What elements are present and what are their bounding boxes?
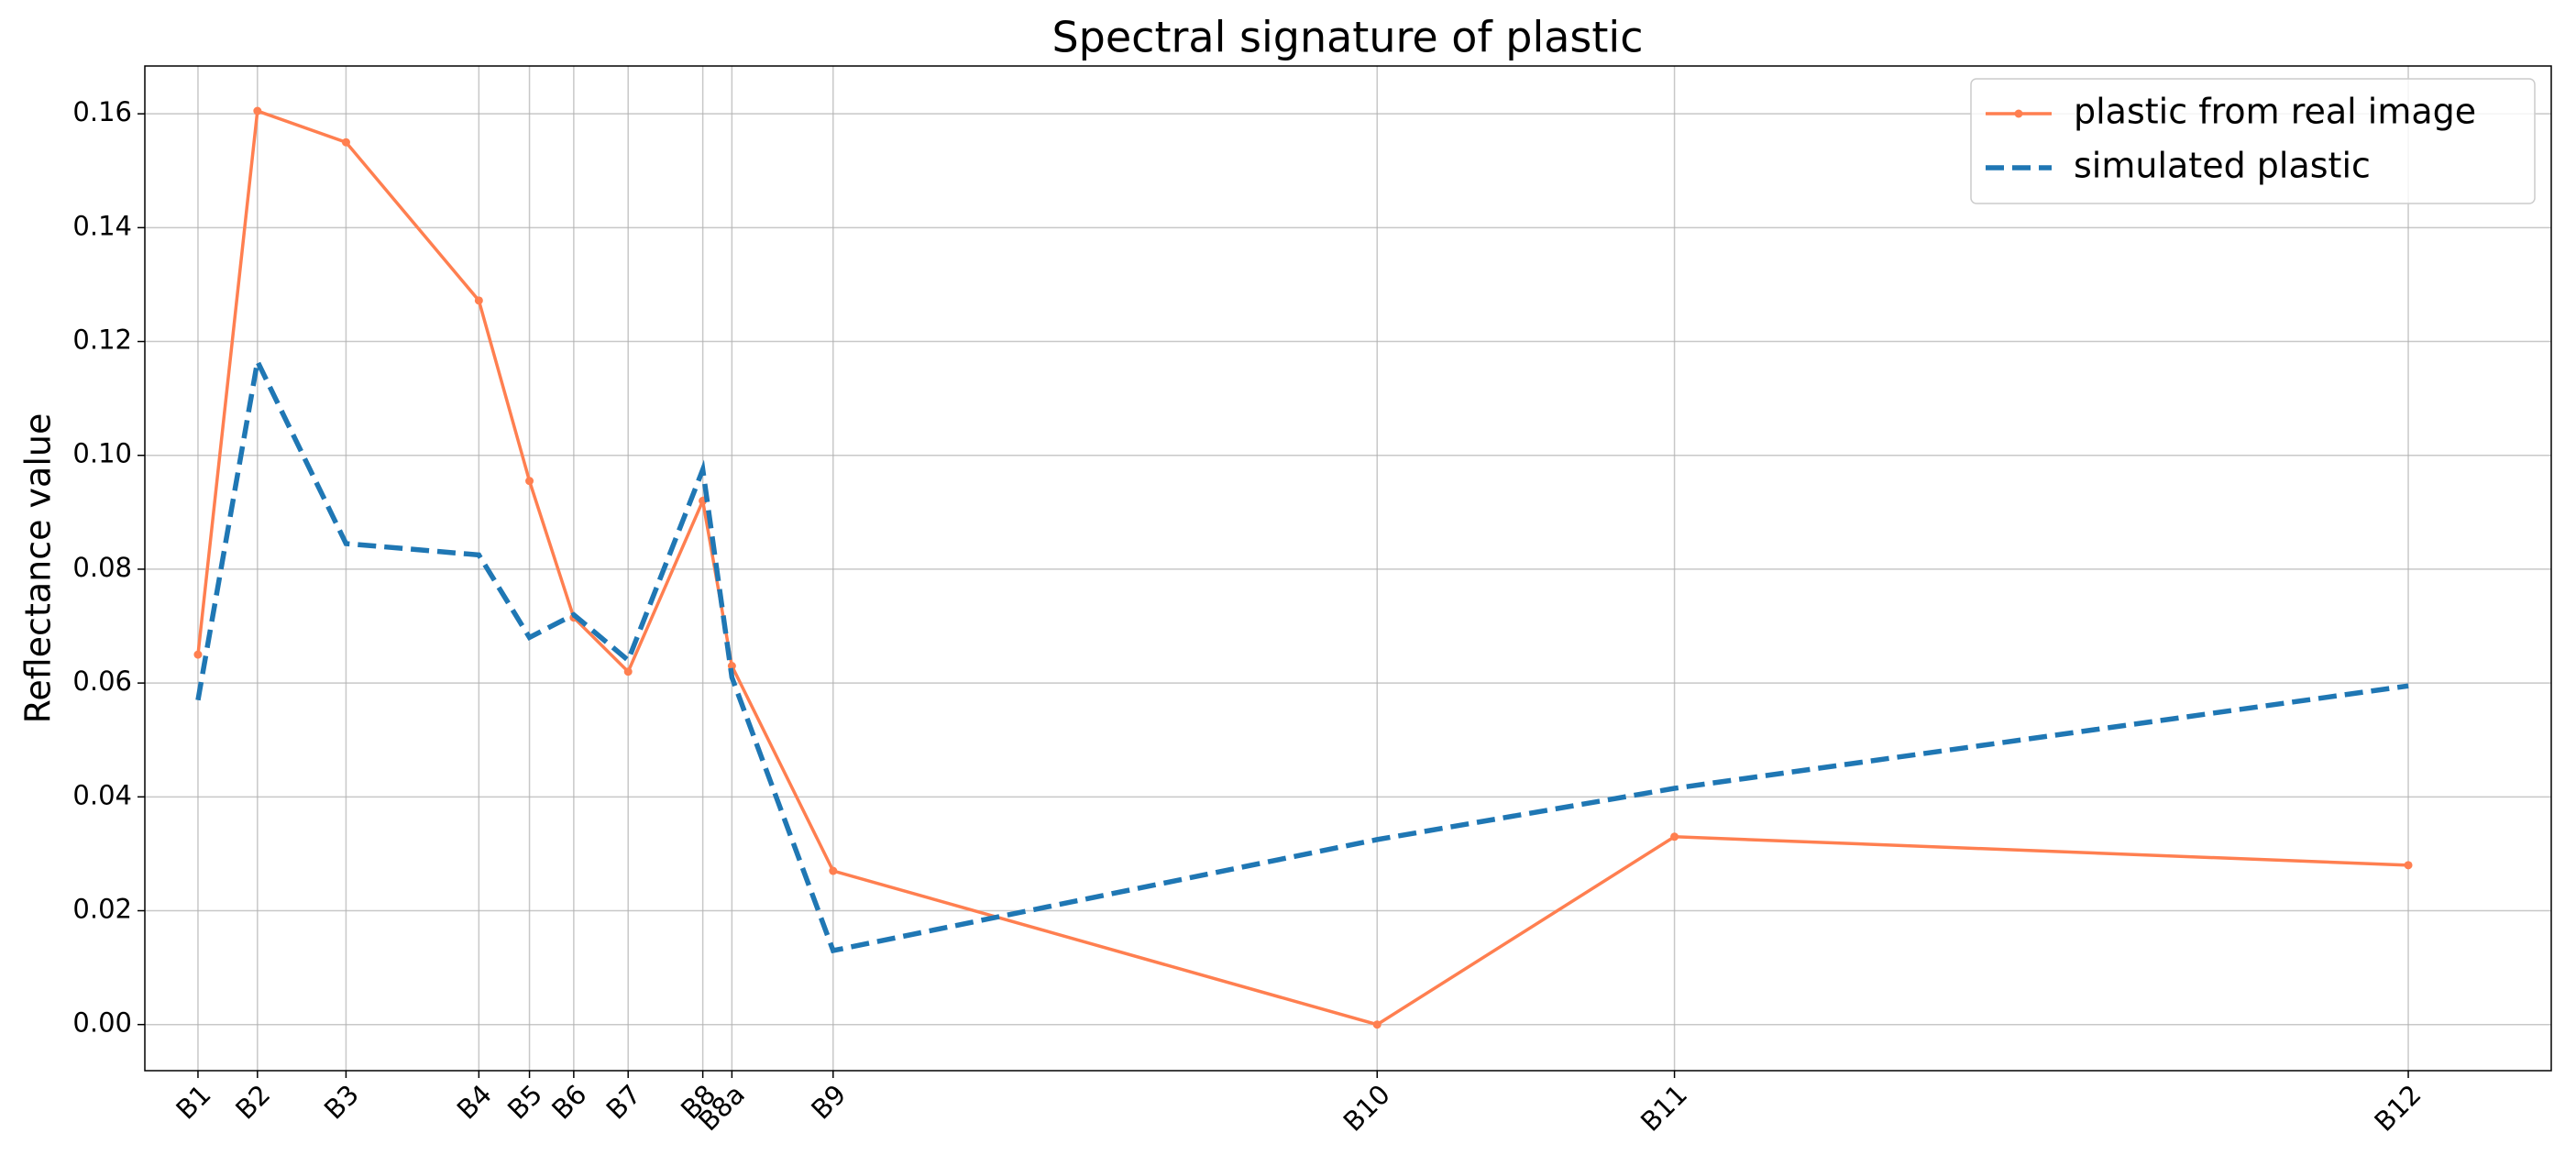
x-tick-label: B7 <box>600 1079 647 1126</box>
x-tick-label: B10 <box>1338 1079 1396 1138</box>
x-tick-label: B4 <box>451 1079 498 1126</box>
point <box>829 866 838 875</box>
x-tick-label: B11 <box>1635 1079 1693 1138</box>
point <box>253 106 262 116</box>
x-tick-label: B6 <box>545 1079 592 1126</box>
y-tick-label: 0.08 <box>72 552 132 583</box>
y-tick-label: 0.02 <box>72 894 132 925</box>
y-tick-label: 0.14 <box>72 210 132 241</box>
point <box>474 296 483 305</box>
point <box>525 477 534 486</box>
x-tick-label: B1 <box>170 1079 216 1126</box>
y-axis-label: Reflectance value <box>18 413 59 724</box>
chart-title: Spectral signature of plastic <box>1051 13 1643 62</box>
point <box>1372 1020 1382 1029</box>
y-tick-label: 0.16 <box>72 96 132 127</box>
series-line <box>195 353 2409 954</box>
legend-box <box>1970 78 2536 204</box>
x-tick-label: B12 <box>2368 1079 2427 1138</box>
y-tick-label: 0.06 <box>72 666 132 697</box>
y-tick-label: 0.04 <box>72 779 132 810</box>
point <box>193 650 203 659</box>
x-tick-label: B3 <box>318 1079 365 1126</box>
point <box>2404 861 2413 870</box>
x-tick-label: B5 <box>501 1079 548 1126</box>
point <box>727 661 736 670</box>
y-tick-label: 0.10 <box>72 438 132 469</box>
legend-label: plastic from real image <box>2074 92 2476 132</box>
legend-label: simulated plastic <box>2074 146 2371 186</box>
y-tick-label: 0.12 <box>72 324 132 356</box>
point <box>1670 832 1679 842</box>
y-tick-label: 0.00 <box>72 1007 132 1039</box>
x-tick-label: B9 <box>805 1079 852 1126</box>
point <box>623 667 633 676</box>
legend-marker <box>2014 109 2023 118</box>
point <box>341 138 350 147</box>
x-tick-label: B2 <box>229 1079 276 1126</box>
plot-frame <box>144 65 2552 1072</box>
